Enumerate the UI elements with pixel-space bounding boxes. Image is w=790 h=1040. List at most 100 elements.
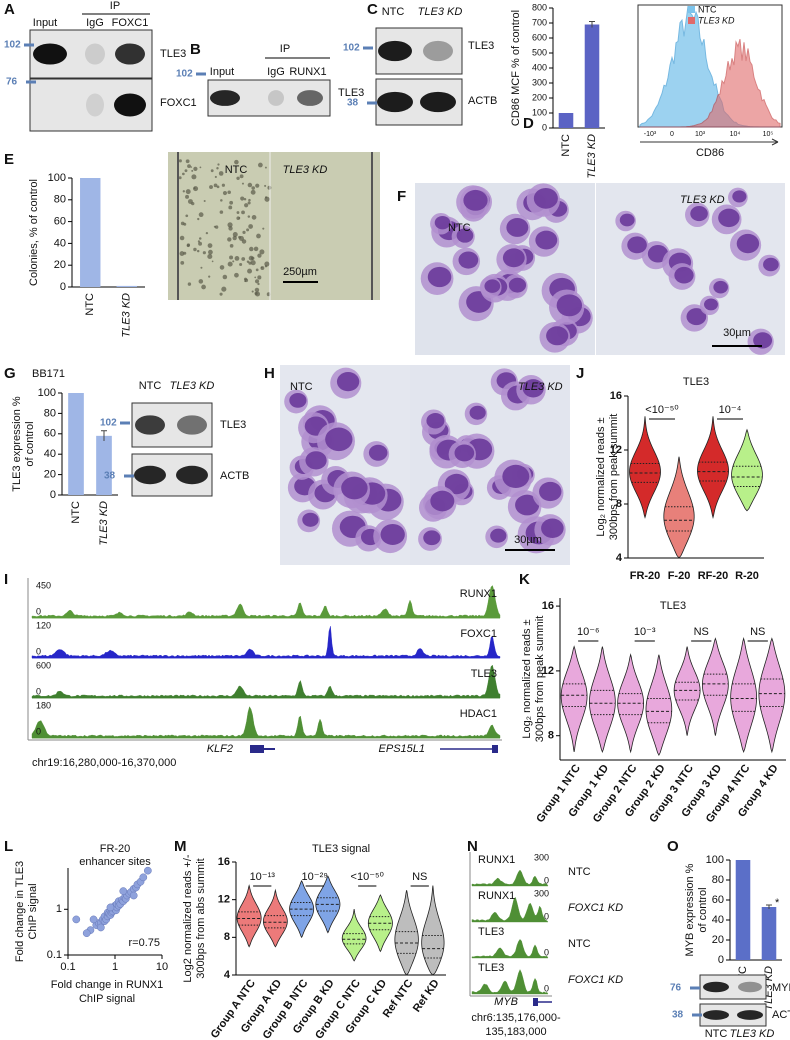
y-axis-label: Log2 normalized reads +/- [182,854,194,982]
label: TLE3 [468,40,494,52]
significance: NS [412,871,427,883]
colony [232,235,237,241]
y-tick-label: 600 [532,32,547,42]
colony [207,243,213,248]
violin [589,646,616,754]
nucleus [541,518,564,538]
colony [251,186,256,190]
y-axis-label: Log₂ normalized reads ± [521,619,533,738]
blot-band [737,1010,763,1020]
track-name: TLE3 [478,962,504,974]
colony [228,205,233,210]
marker-label: 76 [6,77,18,88]
x-tick-label: Ref KD [411,977,442,1014]
colony [264,196,270,202]
scale-label: 30µm [514,534,542,546]
colony [250,189,256,195]
nucleus [454,444,475,462]
colony [190,166,193,168]
nucleus [289,392,307,408]
colony [193,247,197,252]
colony [219,292,223,296]
colony [200,266,203,269]
colony [186,244,190,248]
y-tick-label: 16 [218,856,230,868]
colony [255,183,260,188]
nucleus [732,190,747,203]
nucleus [690,205,708,222]
violin [697,416,729,520]
blot-band [176,465,208,485]
bar [96,435,112,495]
nucleus [533,188,558,209]
colony [251,215,257,220]
axis-arrow [771,141,779,146]
colony [218,171,224,176]
y-tick-label: 4 [616,552,623,564]
image-label: NTC [225,164,248,176]
track-name: TLE3 [478,926,504,938]
x-tick-label: 10³ [695,131,706,138]
marker-label: 38 [347,98,359,109]
colony [182,172,185,176]
violin [262,888,288,948]
blot-band [420,91,456,113]
track-scale: 600 [36,660,51,670]
y-tick-label: 80 [44,407,56,419]
y-tick-label: 100 [532,107,547,117]
colony [183,251,187,255]
x-tick-label: FR-20 [630,570,661,582]
colony [216,167,219,170]
colony [254,287,260,293]
signal-track [471,869,549,887]
condition-label: NTC [568,866,591,878]
blot-band [703,981,729,993]
track-name: RUNX1 [460,588,497,600]
x-tick-label: 0 [670,131,674,138]
colony [239,263,243,267]
colony [213,183,218,188]
y-axis-label: Log₂ normalized reads ± [595,417,607,536]
nucleus [380,523,405,545]
panel-label: G [4,365,16,382]
colony [236,176,240,180]
marker-label: 102 [343,43,360,54]
violin [421,885,445,976]
colony [217,163,220,166]
point [82,929,91,938]
nucleus [336,372,360,392]
blot-band [134,465,166,485]
chart-title: TLE3 [660,600,686,612]
x-axis-label: ChIP signal [79,993,135,1005]
y-tick-label: 1 [56,903,62,915]
blot-band [703,1010,729,1020]
chart-title: enhancer sites [79,856,151,868]
colony [251,256,255,261]
lane-label: NTC [705,1028,728,1040]
blot-band [210,90,240,106]
track-scale: 120 [36,620,51,630]
y-axis-label: MYB expression % [684,863,696,956]
y-axis-label: 300bps from peak summit [534,616,546,743]
signal-track [471,897,549,923]
colony [207,253,213,260]
colony [236,216,240,220]
label: MYB [772,982,790,994]
nucleus [430,490,455,512]
track-scale: 0 [544,947,549,957]
colony [264,166,267,169]
nucleus [469,405,486,420]
colony [219,265,225,270]
colony [222,190,228,196]
lane-label: Input [33,17,57,29]
y-tick-label: 800 [532,2,547,12]
colony [178,159,182,163]
colony [253,246,259,252]
significance: NS [750,626,765,638]
colony [257,275,262,280]
colony [254,291,258,296]
y-tick-label: 0.1 [47,949,62,961]
colony [256,233,261,239]
colony [248,224,253,229]
gene-exon [533,998,538,1006]
